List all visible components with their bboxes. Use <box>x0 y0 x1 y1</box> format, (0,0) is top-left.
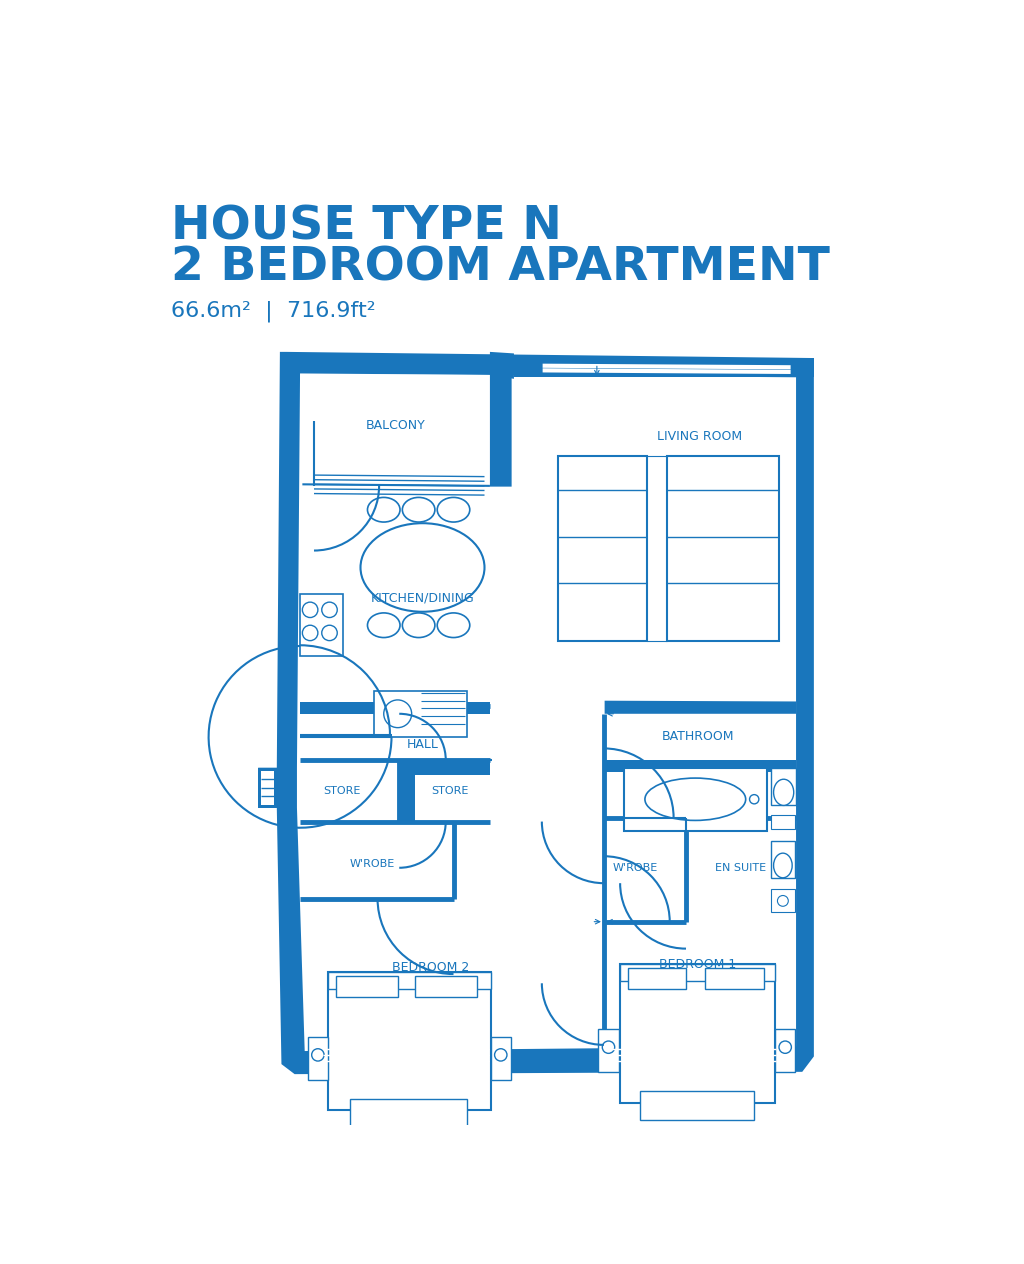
Ellipse shape <box>773 779 794 805</box>
Polygon shape <box>514 358 814 377</box>
Polygon shape <box>297 373 796 1052</box>
Text: EN SUITE: EN SUITE <box>715 863 766 872</box>
Bar <box>771 767 796 805</box>
Bar <box>771 841 795 877</box>
Circle shape <box>750 795 759 804</box>
Bar <box>300 594 343 656</box>
Text: W'ROBE: W'ROBE <box>613 863 658 872</box>
Circle shape <box>302 626 317 641</box>
Text: HOUSE TYPE N: HOUSE TYPE N <box>171 204 561 249</box>
Polygon shape <box>604 700 796 714</box>
Polygon shape <box>300 374 489 487</box>
Polygon shape <box>258 767 276 808</box>
Polygon shape <box>489 351 514 379</box>
Bar <box>771 890 795 913</box>
Ellipse shape <box>402 498 435 522</box>
Text: BEDROOM 2: BEDROOM 2 <box>391 962 469 975</box>
Polygon shape <box>531 359 796 377</box>
Text: KITCHEN/DINING: KITCHEN/DINING <box>371 592 474 604</box>
Bar <box>415 976 477 997</box>
Bar <box>598 1029 618 1072</box>
Bar <box>775 1029 796 1072</box>
Bar <box>375 690 467 737</box>
Bar <box>336 976 397 997</box>
Polygon shape <box>604 760 796 772</box>
Circle shape <box>302 602 317 618</box>
Bar <box>308 1038 328 1079</box>
Polygon shape <box>261 771 273 805</box>
Bar <box>771 815 795 829</box>
Bar <box>624 767 767 830</box>
Text: 66.6m²  |  716.9ft²: 66.6m² | 716.9ft² <box>171 301 375 322</box>
Circle shape <box>495 1049 507 1060</box>
Circle shape <box>779 1042 792 1053</box>
Text: BALCONY: BALCONY <box>366 418 425 431</box>
Ellipse shape <box>368 498 400 522</box>
Polygon shape <box>300 703 489 714</box>
Bar <box>558 456 647 641</box>
Ellipse shape <box>437 613 470 637</box>
Ellipse shape <box>437 498 470 522</box>
Polygon shape <box>399 760 489 822</box>
Text: BEDROOM 1: BEDROOM 1 <box>659 958 736 971</box>
Polygon shape <box>610 1043 777 1069</box>
Bar <box>349 1098 467 1127</box>
Text: LIVING ROOM: LIVING ROOM <box>657 430 742 444</box>
Bar <box>621 964 775 1102</box>
Text: BATHROOM: BATHROOM <box>662 731 734 743</box>
Bar <box>328 972 490 1110</box>
Circle shape <box>602 1042 614 1053</box>
Circle shape <box>322 626 337 641</box>
Ellipse shape <box>360 523 484 612</box>
Text: W'ROBE: W'ROBE <box>349 860 394 868</box>
Polygon shape <box>322 1045 490 1073</box>
Text: STORE: STORE <box>431 786 468 796</box>
Circle shape <box>322 602 337 618</box>
Ellipse shape <box>773 853 793 877</box>
Bar <box>628 968 686 990</box>
Polygon shape <box>258 351 814 1074</box>
Text: STORE: STORE <box>324 786 360 796</box>
Bar <box>706 968 764 990</box>
Ellipse shape <box>645 779 745 820</box>
Bar <box>640 1091 755 1120</box>
Circle shape <box>384 700 412 728</box>
Ellipse shape <box>402 613 435 637</box>
Ellipse shape <box>368 613 400 637</box>
Circle shape <box>777 895 788 906</box>
Bar <box>621 964 775 981</box>
Text: HALL: HALL <box>407 738 438 751</box>
Bar <box>328 972 490 988</box>
Circle shape <box>311 1049 324 1060</box>
Bar <box>667 456 779 641</box>
Polygon shape <box>489 374 512 487</box>
Bar <box>490 1038 511 1079</box>
Text: 2 BEDROOM APARTMENT: 2 BEDROOM APARTMENT <box>171 245 829 291</box>
